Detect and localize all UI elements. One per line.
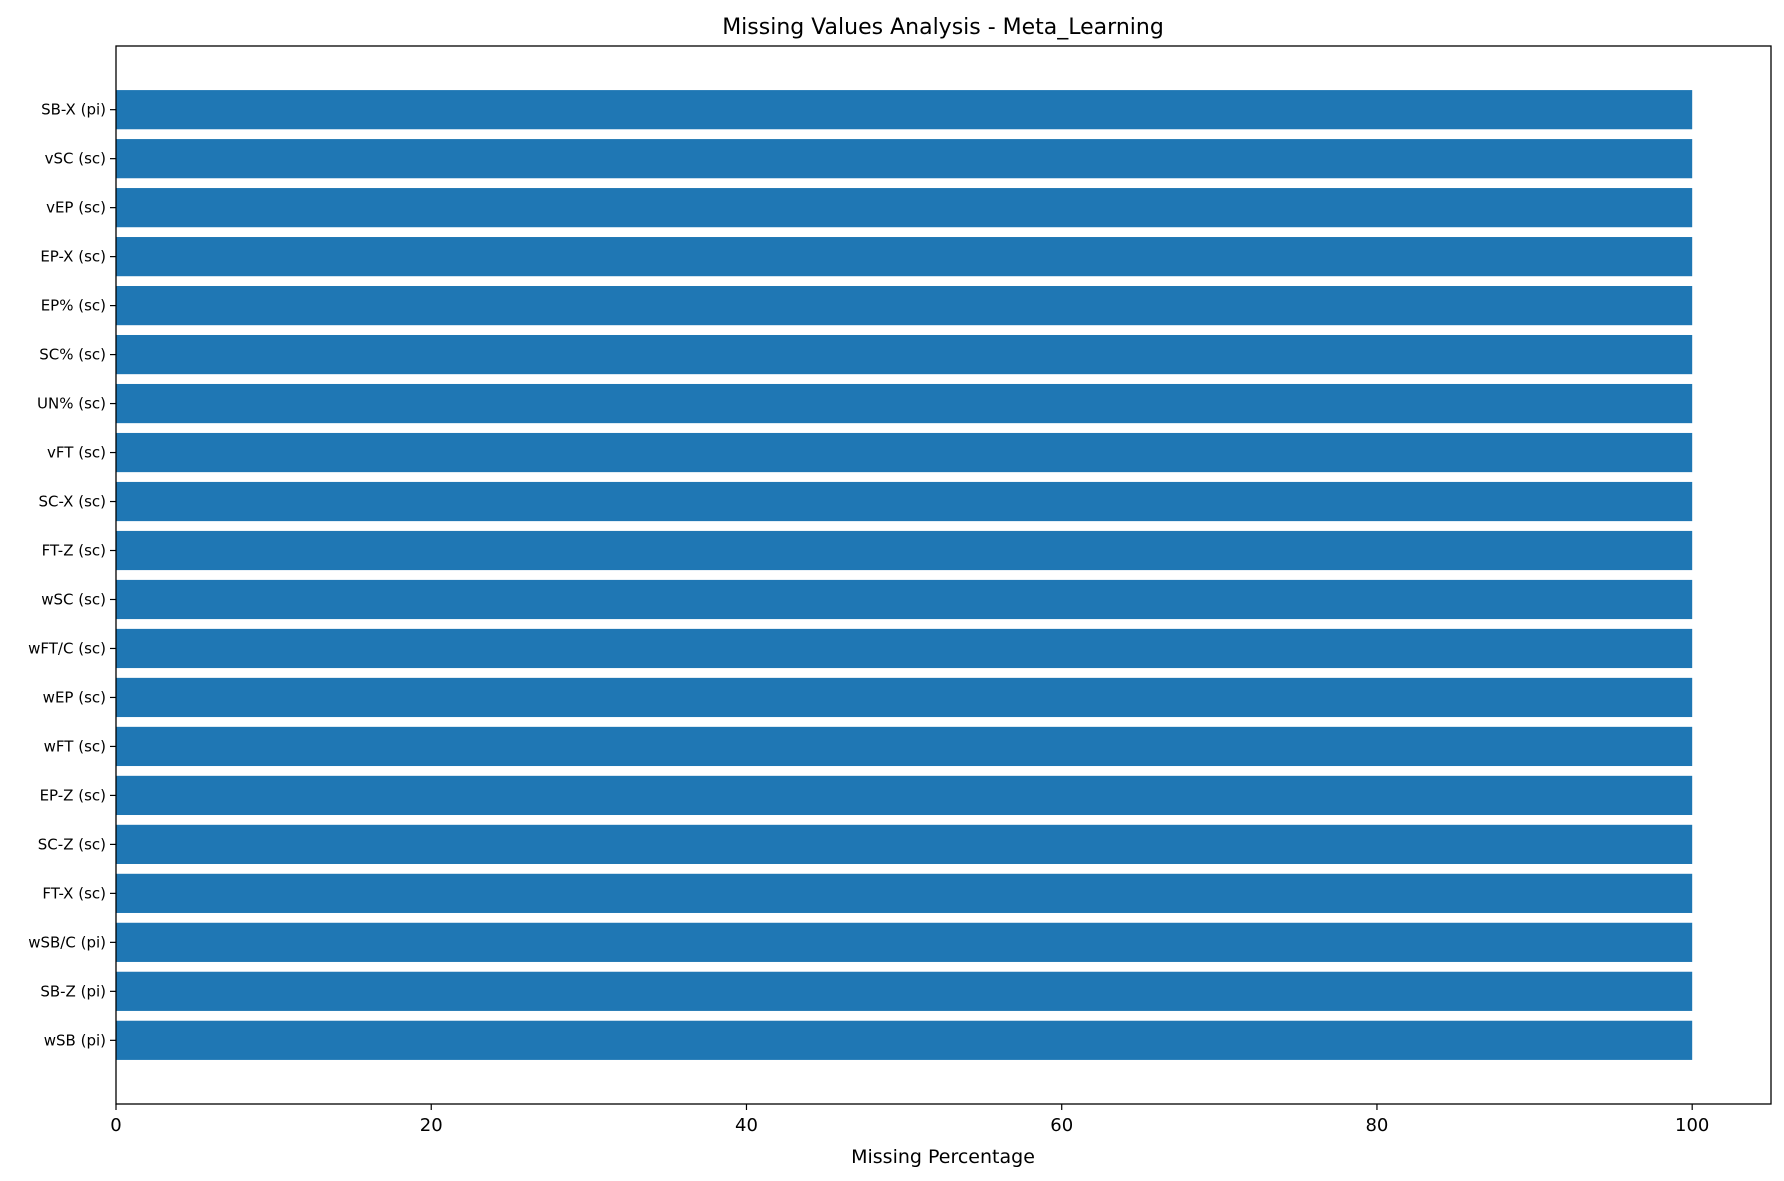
y-tick-label: SB-X (pi) bbox=[41, 101, 106, 119]
bar bbox=[116, 922, 1693, 962]
y-tick-label: FT-X (sc) bbox=[42, 884, 106, 902]
bar bbox=[116, 383, 1693, 424]
bar bbox=[116, 873, 1693, 913]
y-tick-label: SC-X (sc) bbox=[39, 493, 106, 511]
y-tick-label: wFT (sc) bbox=[44, 737, 106, 755]
plot-frame bbox=[115, 45, 1772, 1105]
bar bbox=[116, 334, 1693, 375]
bar bbox=[116, 188, 1693, 228]
bar bbox=[116, 579, 1693, 620]
bar bbox=[116, 530, 1693, 571]
bar bbox=[116, 90, 1693, 130]
bar bbox=[116, 677, 1693, 718]
x-tick-label: 100 bbox=[1675, 1115, 1709, 1136]
y-tick-label: vSC (sc) bbox=[45, 150, 106, 168]
y-tick-label: vEP (sc) bbox=[46, 199, 106, 217]
bar bbox=[116, 286, 1693, 326]
x-tick-label: 20 bbox=[420, 1115, 443, 1136]
y-tick-label: wFT/C (sc) bbox=[28, 639, 106, 657]
y-tick-label: FT-Z (sc) bbox=[42, 542, 106, 560]
y-tick-label: wSC (sc) bbox=[41, 590, 106, 608]
y-tick-label: EP% (sc) bbox=[41, 297, 106, 315]
y-tick-label: EP-Z (sc) bbox=[40, 786, 106, 804]
x-tick-label: 40 bbox=[735, 1115, 758, 1136]
bar bbox=[116, 971, 1693, 1011]
y-tick-label: SB-Z (pi) bbox=[40, 982, 106, 1000]
y-tick-label: UN% (sc) bbox=[37, 395, 106, 413]
y-tick-label: wSB/C (pi) bbox=[28, 933, 106, 951]
bar bbox=[116, 824, 1693, 864]
y-axis-ticks: SB-X (pi) vSC (sc) vEP (sc) EP-X (sc) EP% (s… bbox=[28, 101, 116, 1049]
bar bbox=[116, 481, 1693, 522]
x-axis-ticks: 0 20 40 60 80 100 bbox=[110, 1104, 1709, 1136]
bars-group bbox=[116, 90, 1693, 1060]
chart-title: Missing Values Analysis - Meta_Learning bbox=[722, 15, 1164, 40]
bar bbox=[116, 726, 1693, 767]
y-tick-label: wEP (sc) bbox=[43, 688, 106, 706]
y-tick-label: SC-Z (sc) bbox=[38, 835, 106, 853]
bar bbox=[116, 237, 1693, 277]
x-tick-label: 80 bbox=[1365, 1115, 1388, 1136]
x-tick-label: 60 bbox=[1050, 1115, 1073, 1136]
bar bbox=[116, 775, 1693, 816]
y-tick-label: SC% (sc) bbox=[39, 346, 106, 364]
y-tick-label: EP-X (sc) bbox=[40, 248, 106, 266]
bar bbox=[116, 628, 1693, 669]
bar bbox=[116, 432, 1693, 473]
y-tick-label: vFT (sc) bbox=[47, 444, 106, 462]
bar bbox=[116, 139, 1693, 179]
bar bbox=[116, 1020, 1693, 1060]
y-tick-label: wSB (pi) bbox=[44, 1031, 106, 1049]
x-axis-label: Missing Percentage bbox=[851, 1146, 1035, 1168]
x-tick-label: 0 bbox=[110, 1115, 121, 1136]
